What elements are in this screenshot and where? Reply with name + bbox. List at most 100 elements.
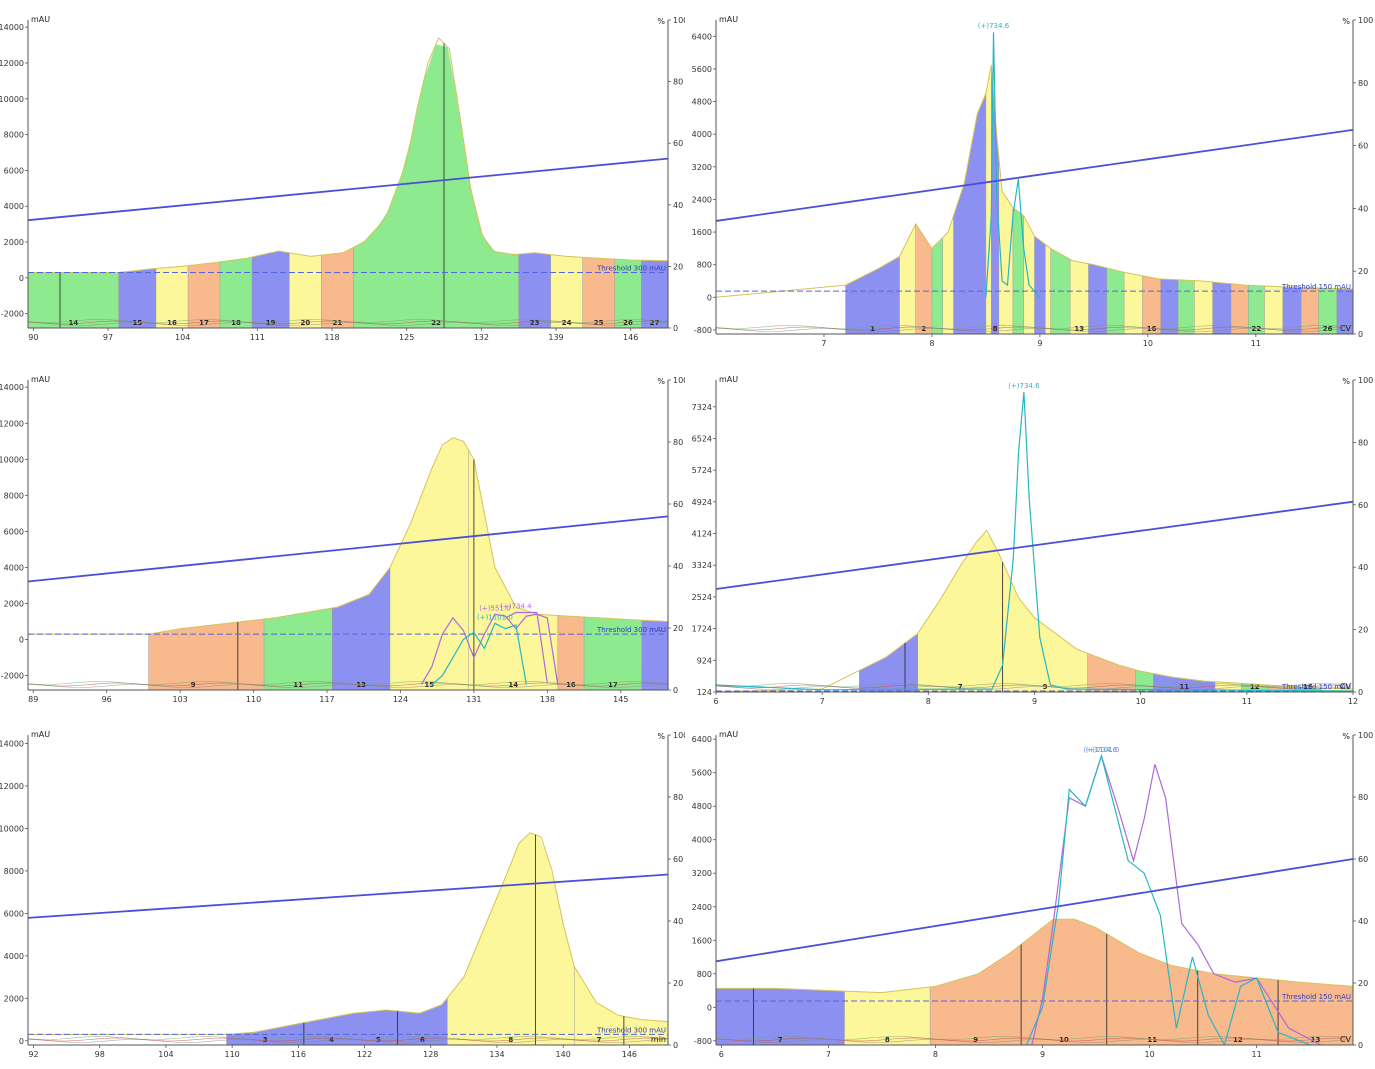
y-tick-label: 12000 <box>0 419 24 428</box>
x-tick-label: 145 <box>613 695 628 704</box>
fraction-label: 23 <box>530 319 540 327</box>
y-tick-label: 8000 <box>4 491 24 500</box>
threshold-label: Threshold 300 mAU <box>596 1026 666 1034</box>
gradient-line <box>716 129 1353 222</box>
fraction-band <box>264 608 333 690</box>
fraction-band <box>1034 236 1046 334</box>
fraction-label: 22 <box>1251 325 1261 333</box>
x-tick-label: 146 <box>622 1050 637 1059</box>
x-tick-label: 128 <box>423 1050 438 1059</box>
gradient-line <box>28 515 668 583</box>
y-tick-label: 800 <box>697 261 712 270</box>
y-tick-label: -2000 <box>1 310 24 319</box>
y2-tick-label: 40 <box>673 917 683 926</box>
gradient-line <box>28 873 668 919</box>
y-tick-label: 4800 <box>692 98 712 107</box>
ms-trace-label: (+)1101.0 <box>477 613 513 621</box>
fraction-band <box>353 44 519 328</box>
y-tick-label: 4000 <box>4 952 24 961</box>
fraction-band <box>1264 286 1283 334</box>
x-tick-label: 89 <box>28 695 38 704</box>
y-tick-label: 2524 <box>692 593 712 602</box>
fraction-band <box>998 157 1013 334</box>
x-tick-label: 6 <box>719 1050 724 1059</box>
gradient-line <box>716 858 1353 963</box>
fraction-label: 7 <box>958 683 963 691</box>
y2-tick-label: 0 <box>1358 688 1363 697</box>
x-tick-label: 98 <box>95 1050 105 1059</box>
fraction-band <box>1194 280 1213 334</box>
ms-trace-label: (+)734.6 <box>978 22 1010 30</box>
y2-tick-label: 80 <box>1358 793 1368 802</box>
fraction-label: 11 <box>1179 683 1189 691</box>
chart-panel-a: 14 15 16 17 18 19 20 21 22 23 24 25 26 27 Threshold 30… <box>0 8 685 358</box>
y-tick-label: 0 <box>19 1037 24 1046</box>
x-tick-label: 111 <box>250 333 265 342</box>
fraction-band <box>557 615 585 690</box>
fraction-band <box>574 966 624 1045</box>
ms-trace-label: (+)734.4 <box>500 603 532 611</box>
y2-tick-label: 40 <box>1358 563 1368 572</box>
fraction-band <box>1301 287 1319 334</box>
x-tick-label: 7 <box>821 339 826 348</box>
fraction-label: 9 <box>973 1036 978 1044</box>
y-tick-label: 4000 <box>692 130 712 139</box>
fraction-label: 2 <box>921 325 926 333</box>
ms-trace-label: (+)734.6 <box>1086 746 1118 754</box>
y-tick-label: 2400 <box>692 903 712 912</box>
fraction-band <box>1106 267 1125 334</box>
fraction-band <box>991 64 999 334</box>
fraction-band <box>641 260 668 328</box>
y-tick-label: 6400 <box>692 32 712 41</box>
y-tick-label: 2000 <box>4 599 24 608</box>
fraction-band <box>1160 279 1179 334</box>
fraction-label: 12 <box>1250 683 1260 691</box>
y2-tick-label: 60 <box>673 139 683 148</box>
y2-tick-label: 20 <box>1358 979 1368 988</box>
baseline-trace <box>28 1039 668 1043</box>
y-tick-label: 0 <box>707 293 712 302</box>
x-tick-label: 117 <box>319 695 334 704</box>
y-tick-label: -800 <box>694 1037 712 1046</box>
fraction-band <box>1124 272 1143 334</box>
y-tick-label: 800 <box>697 970 712 979</box>
fraction-label: 5 <box>376 1036 381 1044</box>
y-unit-label: mAU <box>31 375 50 384</box>
fraction-label: 7 <box>778 1036 783 1044</box>
x-tick-label: 131 <box>466 695 481 704</box>
y-tick-label: 5724 <box>692 466 712 475</box>
x-tick-label: 139 <box>548 333 563 342</box>
y-tick-label: 2000 <box>4 238 24 247</box>
y-tick-label: 3200 <box>692 163 712 172</box>
fraction-band <box>859 643 905 692</box>
y2-tick-label: 100 <box>1358 731 1373 740</box>
x-tick-label: 12 <box>1348 697 1358 706</box>
x-tick-label: 96 <box>102 695 112 704</box>
y-tick-label: 2400 <box>692 195 712 204</box>
y-tick-label: 6000 <box>4 909 24 918</box>
chart-panel-d: 7 9 11 12 16 Threshold 150 mAU (+)734.6 7324 652… <box>690 370 1375 715</box>
fraction-band <box>1212 282 1231 334</box>
x-tick-label: 97 <box>103 333 113 342</box>
y-tick-label: 6000 <box>4 527 24 536</box>
y-tick-label: 0 <box>19 636 24 645</box>
ms-trace-label: (+)1101.0 <box>1083 746 1119 754</box>
x-tick-label: 8 <box>933 1050 938 1059</box>
fraction-band <box>1021 919 1107 1045</box>
chart-panel-e: 3 4 5 6 8 7 Threshold 300 mAU 14000 12000 10000 80… <box>0 725 685 1069</box>
fraction-band <box>118 268 156 328</box>
y2-tick-label: 100 <box>673 376 685 385</box>
x-unit-label: CV <box>1340 1035 1352 1044</box>
fraction-label: 25 <box>594 319 604 327</box>
y2-tick-label: 0 <box>673 686 678 695</box>
x-tick-label: 6 <box>713 697 718 706</box>
y2-tick-label: 20 <box>1358 267 1368 276</box>
y2-tick-label: 100 <box>1358 16 1373 25</box>
ms-trace-label: (+)734.6 <box>1008 382 1040 390</box>
y-unit-label: mAU <box>31 730 50 739</box>
y2-unit-label: % <box>657 17 665 26</box>
y2-tick-label: 100 <box>1358 376 1373 385</box>
y-tick-label: 0 <box>707 1003 712 1012</box>
